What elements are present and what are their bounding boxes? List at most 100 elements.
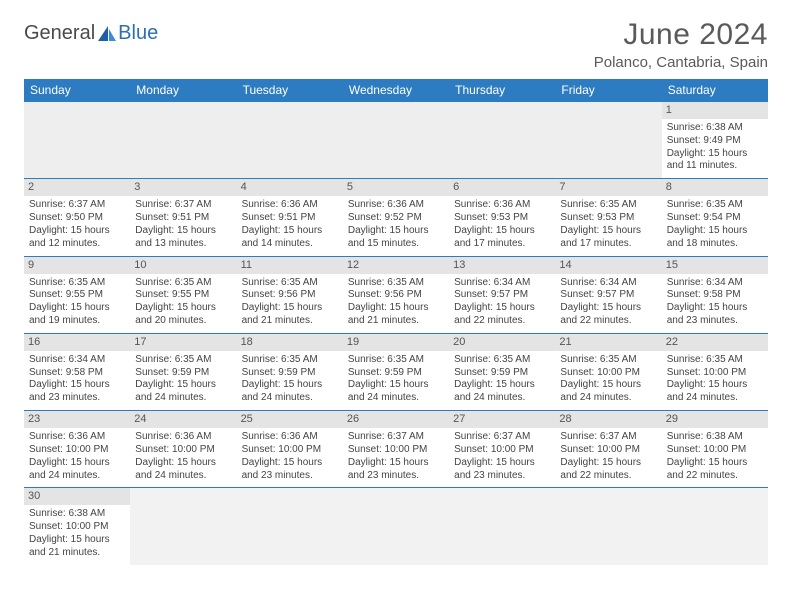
sunrise-text: Sunrise: 6:38 AM: [29, 508, 125, 521]
daylight-text: and 15 minutes.: [348, 238, 444, 251]
sunrise-text: Sunrise: 6:37 AM: [348, 431, 444, 444]
day-number: 19: [343, 334, 449, 351]
day-number: 16: [24, 334, 130, 351]
day-cell-empty: [555, 102, 661, 178]
sunrise-text: Sunrise: 6:35 AM: [454, 354, 550, 367]
day-number: 30: [24, 488, 130, 505]
day-cell: 11Sunrise: 6:35 AMSunset: 9:56 PMDayligh…: [237, 257, 343, 333]
day-cell: 20 Sunrise: 6:35 AMSunset: 9:59 PMDayligh…: [449, 334, 555, 410]
weeks-container: 1Sunrise: 6:38 AMSunset: 9:49 PMDaylight…: [24, 102, 768, 565]
daylight-text: Daylight: 15 hours: [135, 225, 231, 238]
day-number: 2: [24, 179, 130, 196]
day-number: 17: [130, 334, 236, 351]
day-number: 27: [449, 411, 555, 428]
weekday-header: Friday: [555, 79, 661, 102]
daylight-text: and 18 minutes.: [667, 238, 763, 251]
daylight-text: and 21 minutes.: [348, 315, 444, 328]
location-text: Polanco, Cantabria, Spain: [594, 54, 768, 71]
sunset-text: Sunset: 10:00 PM: [29, 521, 125, 534]
weekday-header: Sunday: [24, 79, 130, 102]
day-cell-empty: [130, 102, 236, 178]
daylight-text: and 22 minutes.: [667, 470, 763, 483]
sunrise-text: Sunrise: 6:38 AM: [667, 122, 763, 135]
sunrise-text: Sunrise: 6:35 AM: [560, 354, 656, 367]
day-cell: 14Sunrise: 6:34 AMSunset: 9:57 PMDayligh…: [555, 257, 661, 333]
sunset-text: Sunset: 9:58 PM: [667, 289, 763, 302]
day-number: 20: [449, 334, 555, 351]
sunset-text: Sunset: 10:00 PM: [454, 444, 550, 457]
weekday-header-row: Sunday Monday Tuesday Wednesday Thursday…: [24, 79, 768, 102]
day-cell: 3Sunrise: 6:37 AMSunset: 9:51 PMDaylight…: [130, 179, 236, 255]
day-cell: 21Sunrise: 6:35 AMSunset: 10:00 PMDaylig…: [555, 334, 661, 410]
day-cell: 7Sunrise: 6:35 AMSunset: 9:53 PMDaylight…: [555, 179, 661, 255]
day-cell: 30 Sunrise: 6:38 AMSunset: 10:00 PMDaylig…: [24, 488, 130, 564]
day-cell: 19 Sunrise: 6:35 AMSunset: 9:59 PMDayligh…: [343, 334, 449, 410]
day-number: 11: [237, 257, 343, 274]
sunrise-text: Sunrise: 6:37 AM: [29, 199, 125, 212]
daylight-text: Daylight: 15 hours: [348, 457, 444, 470]
header: General Blue June 2024 Polanco, Cantabri…: [24, 18, 768, 71]
daylight-text: Daylight: 15 hours: [29, 225, 125, 238]
title-block: June 2024 Polanco, Cantabria, Spain: [594, 18, 768, 71]
sunset-text: Sunset: 10:00 PM: [135, 444, 231, 457]
sunset-text: Sunset: 10:00 PM: [29, 444, 125, 457]
week-row: 2Sunrise: 6:37 AMSunset: 9:50 PMDaylight…: [24, 179, 768, 256]
sunset-text: Sunset: 9:57 PM: [454, 289, 550, 302]
day-cell: 13Sunrise: 6:34 AMSunset: 9:57 PMDayligh…: [449, 257, 555, 333]
sunset-text: Sunset: 9:54 PM: [667, 212, 763, 225]
sunset-text: Sunset: 9:55 PM: [135, 289, 231, 302]
sunrise-text: Sunrise: 6:34 AM: [560, 277, 656, 290]
sunset-text: Sunset: 9:51 PM: [135, 212, 231, 225]
day-number: 6: [449, 179, 555, 196]
sunset-text: Sunset: 9:55 PM: [29, 289, 125, 302]
weekday-header: Monday: [130, 79, 236, 102]
sunset-text: Sunset: 9:53 PM: [560, 212, 656, 225]
week-row: 23Sunrise: 6:36 AMSunset: 10:00 PMDaylig…: [24, 411, 768, 488]
daylight-text: and 24 minutes.: [29, 470, 125, 483]
daylight-text: Daylight: 15 hours: [560, 457, 656, 470]
sunset-text: Sunset: 9:49 PM: [667, 135, 763, 148]
daylight-text: Daylight: 15 hours: [560, 225, 656, 238]
daylight-text: Daylight: 15 hours: [348, 225, 444, 238]
daylight-text: Daylight: 15 hours: [29, 379, 125, 392]
day-cell: 25Sunrise: 6:36 AMSunset: 10:00 PMDaylig…: [237, 411, 343, 487]
daylight-text: Daylight: 15 hours: [135, 302, 231, 315]
sunset-text: Sunset: 9:59 PM: [242, 367, 338, 380]
sunset-text: Sunset: 10:00 PM: [560, 444, 656, 457]
daylight-text: Daylight: 15 hours: [454, 302, 550, 315]
sunrise-text: Sunrise: 6:35 AM: [29, 277, 125, 290]
daylight-text: and 22 minutes.: [454, 315, 550, 328]
week-row: 9Sunrise: 6:35 AMSunset: 9:55 PMDaylight…: [24, 257, 768, 334]
day-number: 1: [662, 102, 768, 119]
sunrise-text: Sunrise: 6:35 AM: [135, 354, 231, 367]
day-cell: 12Sunrise: 6:35 AMSunset: 9:56 PMDayligh…: [343, 257, 449, 333]
day-cell: 23Sunrise: 6:36 AMSunset: 10:00 PMDaylig…: [24, 411, 130, 487]
daylight-text: Daylight: 15 hours: [242, 225, 338, 238]
daylight-text: and 23 minutes.: [667, 315, 763, 328]
sunrise-text: Sunrise: 6:35 AM: [348, 354, 444, 367]
daylight-text: Daylight: 15 hours: [348, 302, 444, 315]
daylight-text: Daylight: 15 hours: [454, 379, 550, 392]
day-cell: 6Sunrise: 6:36 AMSunset: 9:53 PMDaylight…: [449, 179, 555, 255]
weekday-header: Saturday: [662, 79, 768, 102]
brand-logo: General Blue: [24, 22, 158, 45]
sunset-text: Sunset: 10:00 PM: [667, 444, 763, 457]
daylight-text: and 24 minutes.: [454, 392, 550, 405]
daylight-text: Daylight: 15 hours: [29, 534, 125, 547]
day-cell: 28Sunrise: 6:37 AMSunset: 10:00 PMDaylig…: [555, 411, 661, 487]
sunset-text: Sunset: 9:59 PM: [348, 367, 444, 380]
day-cell: 15Sunrise: 6:34 AMSunset: 9:58 PMDayligh…: [662, 257, 768, 333]
sunrise-text: Sunrise: 6:36 AM: [348, 199, 444, 212]
day-number: 25: [237, 411, 343, 428]
sunrise-text: Sunrise: 6:35 AM: [242, 277, 338, 290]
daylight-text: Daylight: 15 hours: [454, 225, 550, 238]
daylight-text: Daylight: 15 hours: [242, 379, 338, 392]
sunrise-text: Sunrise: 6:36 AM: [135, 431, 231, 444]
daylight-text: Daylight: 15 hours: [29, 302, 125, 315]
sunset-text: Sunset: 9:53 PM: [454, 212, 550, 225]
daylight-text: Daylight: 15 hours: [348, 379, 444, 392]
day-number: 29: [662, 411, 768, 428]
sunset-text: Sunset: 9:59 PM: [454, 367, 550, 380]
daylight-text: Daylight: 15 hours: [29, 457, 125, 470]
daylight-text: Daylight: 15 hours: [242, 457, 338, 470]
